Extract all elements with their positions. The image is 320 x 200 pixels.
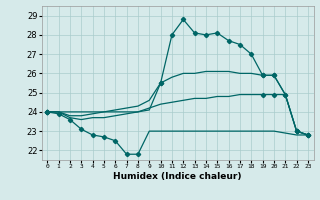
X-axis label: Humidex (Indice chaleur): Humidex (Indice chaleur) xyxy=(113,172,242,181)
